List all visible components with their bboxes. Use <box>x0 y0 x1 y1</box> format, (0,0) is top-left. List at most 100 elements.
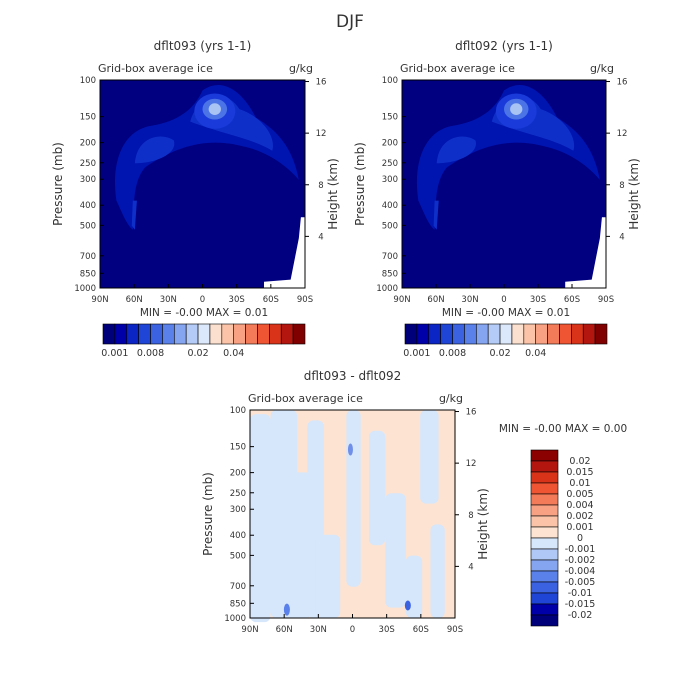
legend-label: 0.001 <box>566 522 593 533</box>
ice-contour-peak <box>208 103 221 115</box>
colorbar-label: 0.001 <box>101 348 128 359</box>
colorbar-label: 0.04 <box>223 348 244 359</box>
panel-subtitle: Grid-box average ice <box>98 62 213 75</box>
y-tick-label: 500 <box>382 221 398 231</box>
x-tick-label: 90N <box>241 625 258 635</box>
y-tick-label: 500 <box>80 221 96 231</box>
legend-swatch <box>530 603 559 616</box>
colorbar-label: 0.008 <box>137 348 164 359</box>
y2-tick-label: 16 <box>316 78 327 88</box>
y-tick-label: 400 <box>80 201 96 211</box>
y-tick-label: 150 <box>230 443 246 453</box>
colorbar-swatch <box>499 323 513 345</box>
legend-swatch <box>530 592 559 605</box>
diff-blip <box>347 443 353 456</box>
x-tick-label: 0 <box>350 625 355 635</box>
y2-tick-label: 12 <box>617 129 628 139</box>
y-tick-label: 200 <box>382 139 398 149</box>
x-tick-label: 90S <box>297 295 313 305</box>
y2-tick-label: 4 <box>468 562 473 572</box>
y-tick-label: 700 <box>80 252 96 262</box>
x-tick-label: 30N <box>461 295 478 305</box>
legend-swatch <box>530 537 559 550</box>
x-tick-label: 30S <box>229 295 245 305</box>
legend-swatch <box>530 493 559 506</box>
y-tick-label: 700 <box>382 252 398 262</box>
y2-tick-label: 8 <box>468 511 473 521</box>
y2-axis-label: Height (km) <box>476 488 490 559</box>
stats-text: MIN = -0.00 MAX = 0.01 <box>140 307 268 319</box>
legend-swatch <box>530 526 559 539</box>
colorbar-swatch <box>150 323 163 345</box>
y-tick-label: 850 <box>382 269 398 279</box>
colorbar-swatch <box>571 323 584 345</box>
panel-subtitle: Grid-box average ice <box>400 62 515 75</box>
diff-negative-band <box>346 410 361 587</box>
units-label: g/kg <box>590 62 614 75</box>
x-tick-label: 90S <box>447 625 463 635</box>
legend-label: 0.002 <box>566 511 593 522</box>
ice-plume <box>131 200 137 230</box>
diff-negative-band <box>420 410 439 504</box>
y-tick-label: 200 <box>80 139 96 149</box>
legend-label: 0.02 <box>569 456 590 467</box>
x-tick-label: 0 <box>200 295 205 305</box>
legend-label: -0.004 <box>565 566 596 577</box>
ice-contour-nh <box>134 136 175 164</box>
y2-tick-label: 8 <box>619 181 624 191</box>
legend-label: -0.005 <box>565 577 596 588</box>
x-tick-label: 60S <box>263 295 279 305</box>
x-tick-label: 60N <box>276 625 293 635</box>
y-axis-label: Pressure (mb) <box>353 142 367 226</box>
y-axis-label: Pressure (mb) <box>51 142 65 226</box>
colorbar-swatch <box>114 323 128 345</box>
panel-title: dflt093 - dflt092 <box>304 369 402 383</box>
y-tick-label: 300 <box>80 175 96 185</box>
y-tick-label: 850 <box>80 269 96 279</box>
legend-swatch <box>530 460 559 473</box>
colorbar-swatch <box>416 323 430 345</box>
colorbar-swatch <box>594 323 608 345</box>
diff-negative-band <box>250 414 271 623</box>
colorbar-label: 0.02 <box>489 348 510 359</box>
legend-swatch <box>530 548 559 561</box>
colorbar-swatch <box>138 323 151 345</box>
colorbar-swatch <box>221 323 235 345</box>
colorbar-swatch <box>102 323 116 345</box>
legend-swatch <box>530 504 559 517</box>
y-tick-label: 1000 <box>74 284 96 294</box>
y2-axis-label: Height (km) <box>627 158 641 229</box>
colorbar-swatch <box>440 323 453 345</box>
panel-title: dflt092 (yrs 1-1) <box>455 39 553 53</box>
colorbar-swatch <box>582 323 596 345</box>
y2-tick-label: 16 <box>617 78 628 88</box>
x-tick-label: 30S <box>530 295 546 305</box>
y-tick-label: 1000 <box>224 614 246 624</box>
stats-text: MIN = -0.00 MAX = 0.00 <box>499 423 627 435</box>
y2-tick-label: 16 <box>466 408 477 418</box>
diff-blip <box>283 603 290 616</box>
y-tick-label: 1000 <box>376 284 398 294</box>
panel-dflt092: dflt092 (yrs 1-1) Grid-box average ice g/k… <box>353 39 641 359</box>
x-tick-label: 90N <box>393 295 410 305</box>
colorbar-swatch <box>475 323 489 345</box>
y2-tick-label: 8 <box>318 181 323 191</box>
colorbar-swatch <box>452 323 465 345</box>
colorbar-swatch <box>162 323 175 345</box>
y-tick-label: 250 <box>80 159 96 169</box>
legend-swatch <box>530 614 559 627</box>
colorbar-swatch <box>269 323 282 345</box>
panel-dflt093: dflt093 (yrs 1-1) Grid-box average ice g/k… <box>51 39 340 359</box>
x-tick-label: 90S <box>598 295 614 305</box>
diff-negative-band <box>368 430 386 546</box>
colorbar-swatch <box>233 323 246 345</box>
y-tick-label: 850 <box>230 599 246 609</box>
missing-data-region <box>264 217 305 288</box>
y2-tick-label: 12 <box>466 459 477 469</box>
x-tick-label: 60S <box>413 625 429 635</box>
diff-negative-band <box>430 524 445 618</box>
units-label: g/kg <box>439 392 463 405</box>
x-tick-label: 60N <box>126 295 143 305</box>
ice-plume <box>433 200 439 230</box>
